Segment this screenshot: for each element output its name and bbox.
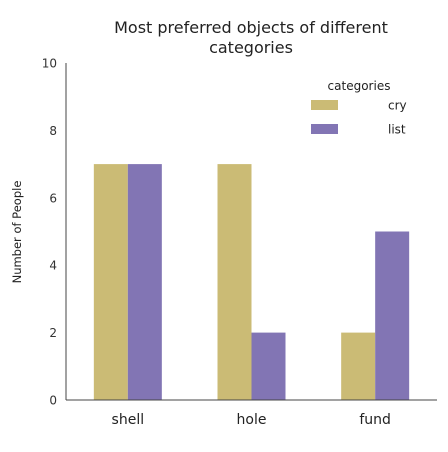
- x-ticks: shell hole fund: [112, 412, 391, 428]
- chart-title-line-1: Most preferred objects of different: [114, 18, 388, 37]
- y-tick-label: 0: [49, 394, 57, 408]
- x-tick-label-hole: hole: [237, 412, 267, 428]
- bars-layer: [93, 164, 410, 400]
- y-axis-label: Number of People: [10, 181, 24, 284]
- bar-fund-cry: [341, 332, 376, 400]
- bar-hole-list: [251, 332, 286, 400]
- legend-swatch-list: [311, 124, 338, 134]
- legend-title: categories: [328, 79, 391, 93]
- y-tick-label: 2: [49, 326, 57, 340]
- x-tick-label-fund: fund: [359, 412, 391, 428]
- bar-shell-list: [127, 164, 162, 400]
- y-tick-label: 10: [42, 57, 57, 71]
- legend-label-cry: cry: [388, 99, 407, 113]
- bar-hole-cry: [217, 164, 252, 400]
- bar-shell-cry: [93, 164, 128, 400]
- chart-title-line-2: categories: [209, 38, 293, 57]
- y-tick-label: 6: [49, 191, 57, 205]
- y-tick-label: 8: [49, 124, 57, 138]
- y-tick-label: 4: [49, 259, 57, 273]
- x-tick-label-shell: shell: [112, 412, 145, 428]
- legend-swatch-cry: [311, 100, 338, 110]
- y-ticks: 0 2 4 6 8 10: [42, 57, 437, 408]
- legend: categories cry list: [311, 79, 407, 137]
- legend-label-list: list: [388, 123, 406, 137]
- bar-fund-list: [375, 231, 410, 400]
